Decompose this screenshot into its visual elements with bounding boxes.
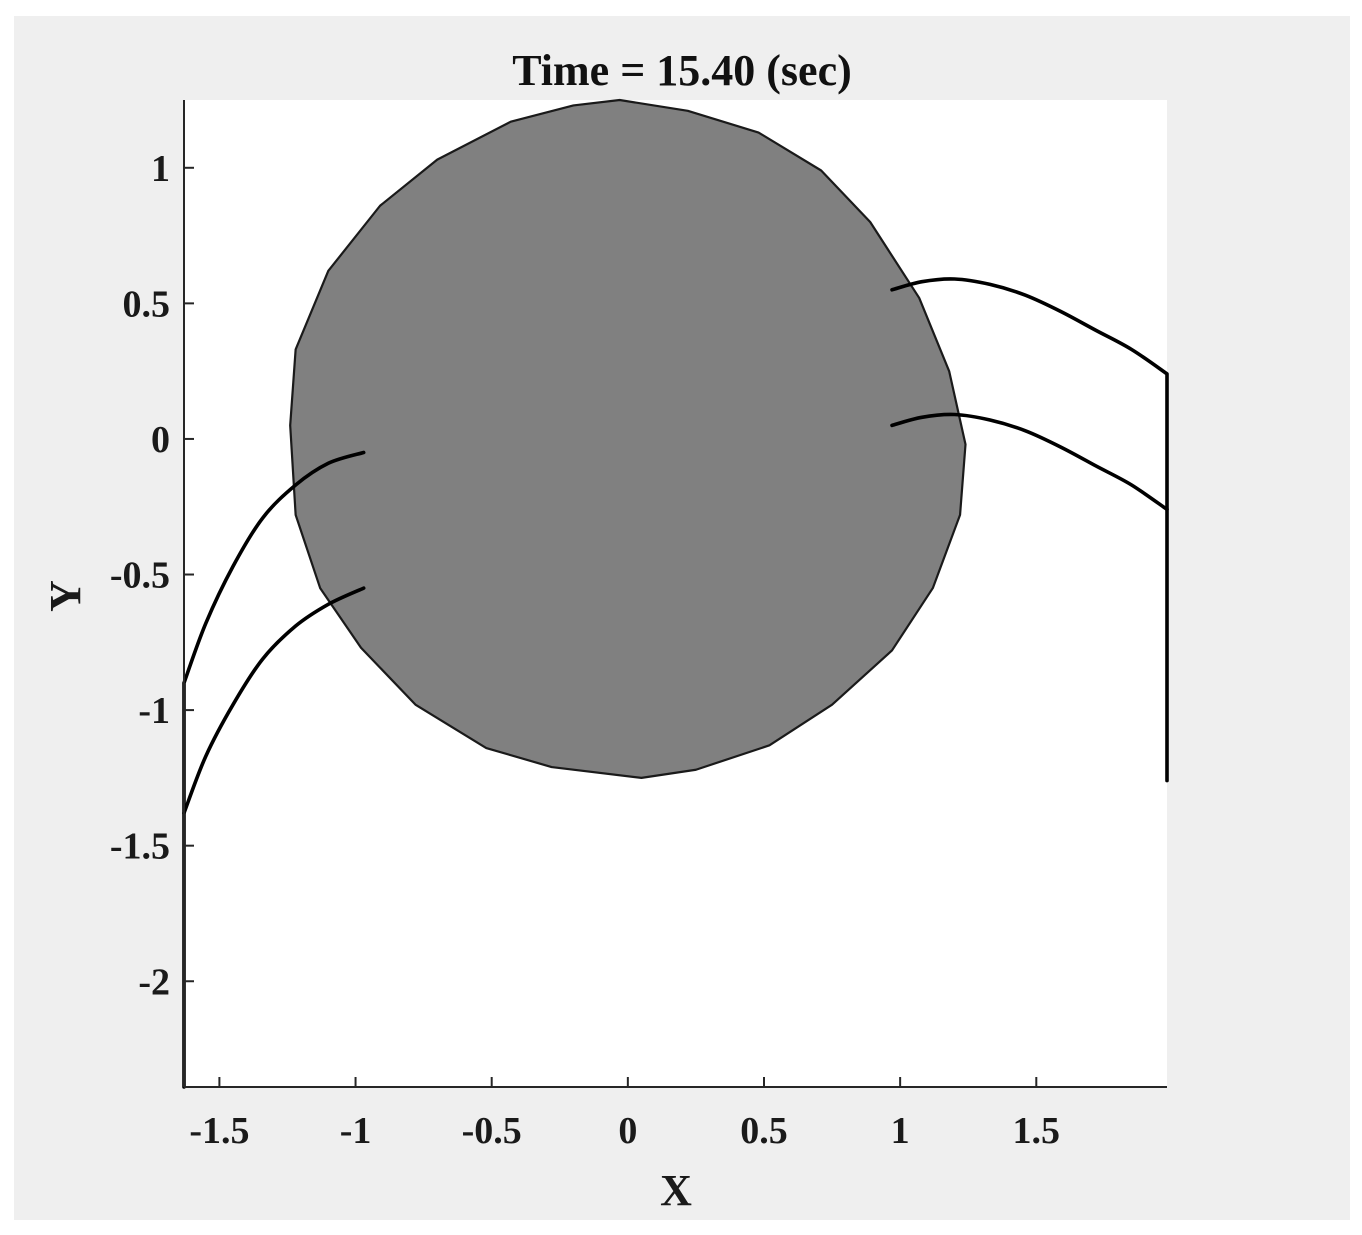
x-axis: -1.5 -1 -0.5 0 0.5 1 1.5 [184,1077,1167,1152]
x-tick-label: 1.5 [1013,1110,1061,1152]
y-tick-label: 0.5 [123,283,171,325]
x-tick-label: 0.5 [740,1110,788,1152]
disk-shape [289,98,967,779]
x-axis-label: X [660,1166,692,1215]
y-tick-label: -1 [138,690,170,732]
x-tick-label: -0.5 [462,1110,522,1152]
x-tick-label: 1 [891,1110,910,1152]
series-line-2 [182,586,366,815]
y-tick-label: 1 [151,148,170,190]
y-tick-label: -1.5 [110,826,170,868]
y-tick-label: 0 [151,419,170,461]
y-tick-label: -2 [138,961,170,1003]
x-tick-label: 0 [618,1110,637,1152]
x-tick-label: -1 [340,1110,372,1152]
plot-area [182,98,1169,1089]
y-axis: 1 0.5 0 -0.5 -1 -1.5 -2 [110,100,194,1087]
x-tick-label: -1.5 [189,1110,249,1152]
y-tick-label: -0.5 [110,555,170,597]
y-axis-label: Y [41,580,90,612]
series-line-3 [890,277,1169,783]
chart-title: Time = 15.40 (sec) [512,46,852,95]
series-line-4 [890,412,1169,512]
